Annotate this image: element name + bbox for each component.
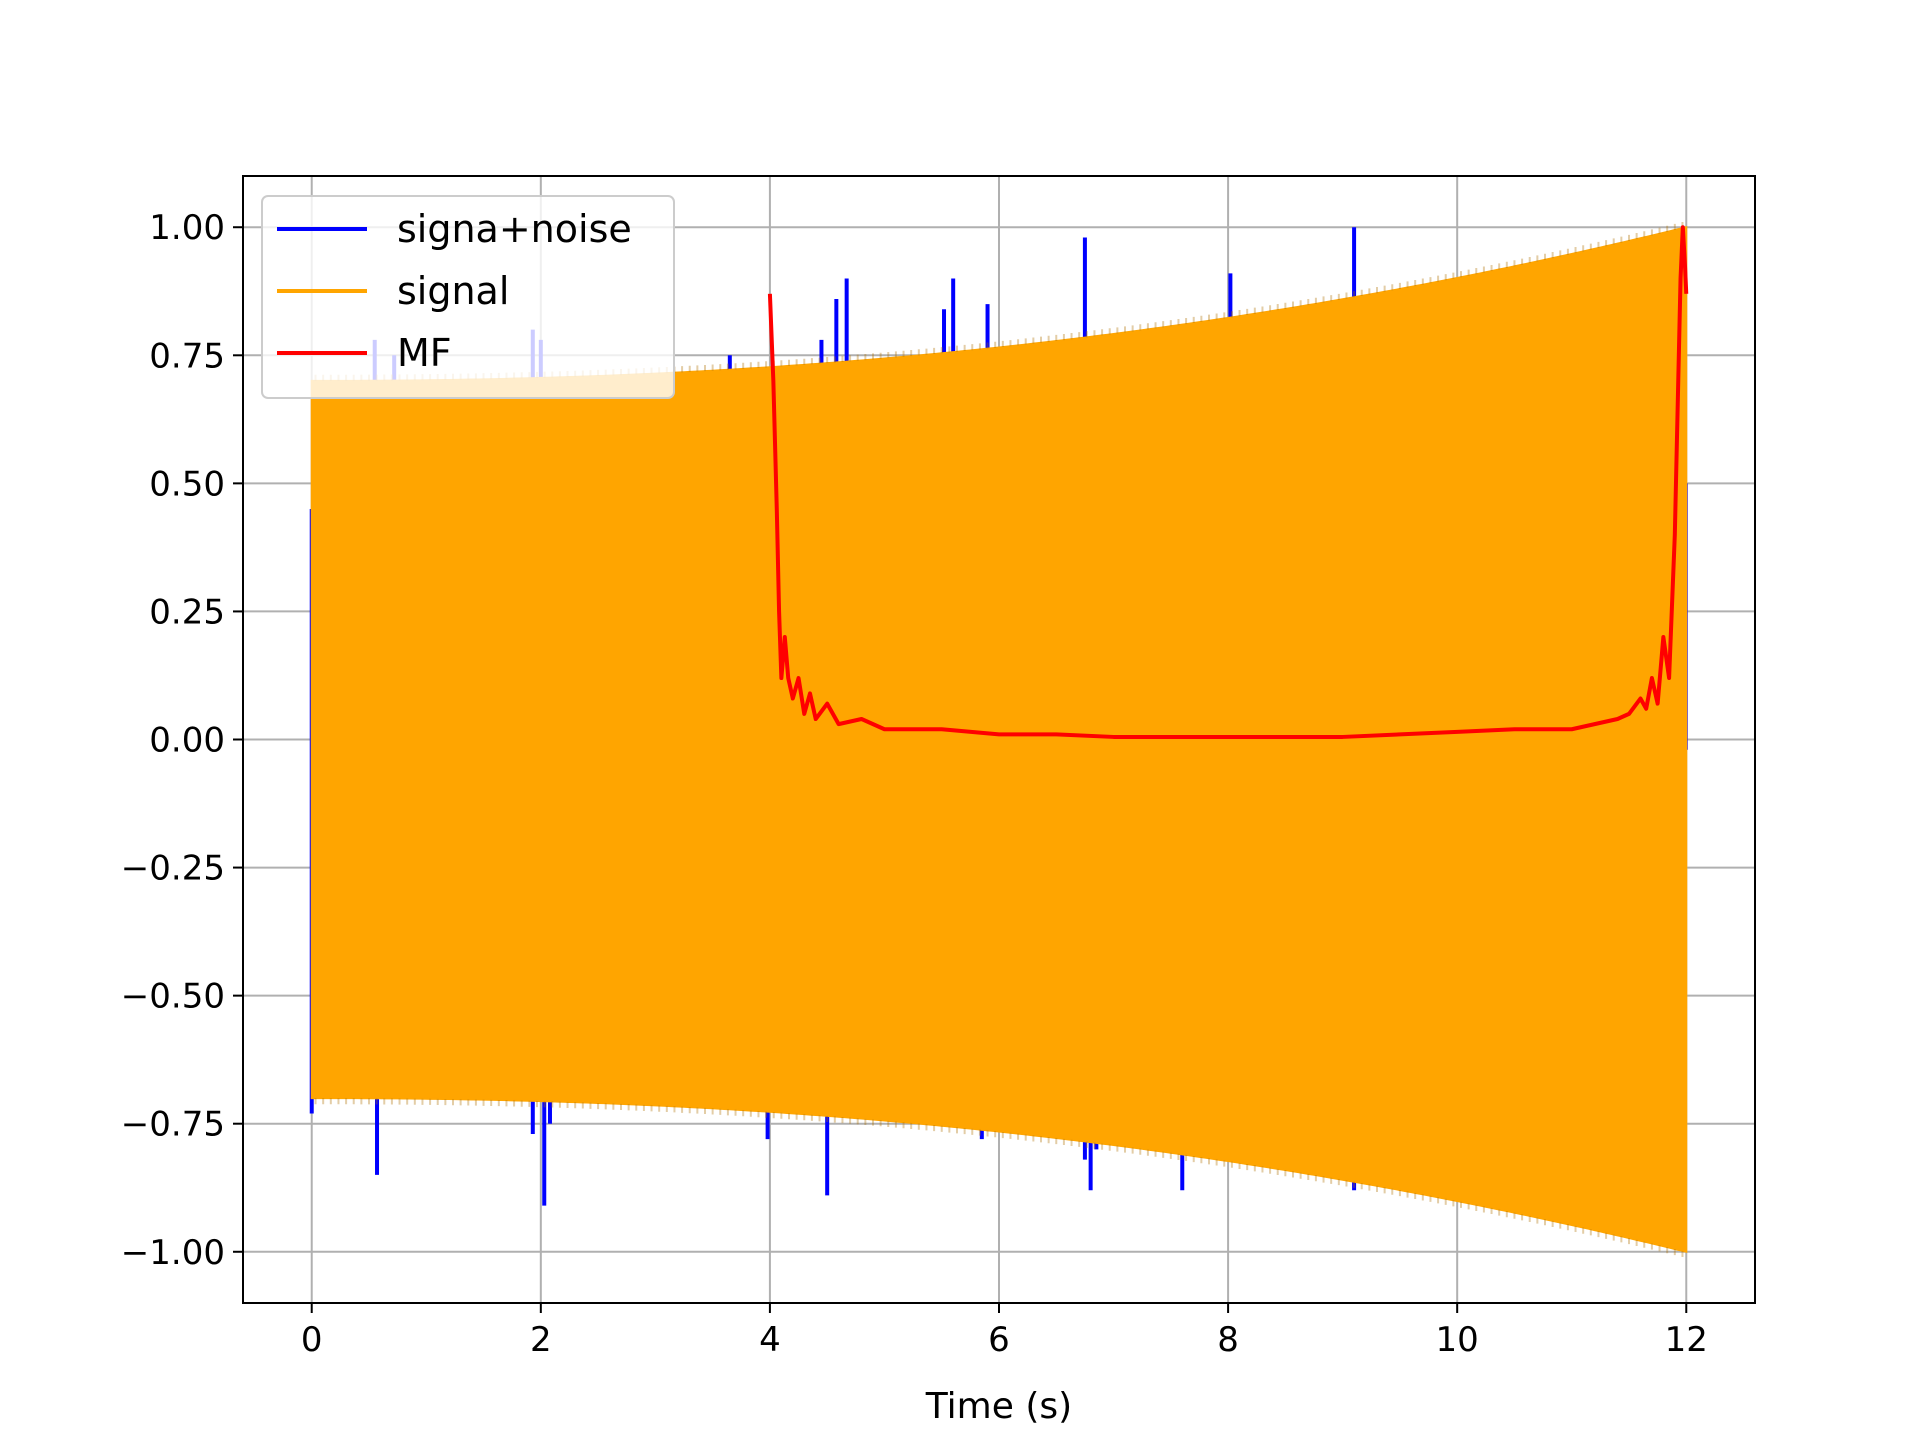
series-mf [767, 225, 1689, 739]
x-tick-label: 2 [530, 1320, 552, 1360]
ticks: 0 2 4 6 8 10 12 1.00 0.75 0.50 0.25 0.00 −0.25 −0.50 −… [121, 208, 1708, 1360]
x-tick-label: 6 [988, 1320, 1010, 1360]
y-tick-label: −0.50 [121, 977, 225, 1017]
y-tick-label: 0.25 [149, 592, 225, 632]
y-tick-label: 1.00 [149, 208, 225, 248]
x-tick-label: 4 [759, 1320, 781, 1360]
y-tick-label: −0.75 [121, 1105, 225, 1145]
series-layer [309, 222, 1689, 1257]
legend-entry-label: signa+noise [397, 207, 632, 251]
y-tick-label: −1.00 [121, 1233, 225, 1273]
y-tick-label: 0.00 [149, 721, 225, 761]
x-axis-label: Time (s) [925, 1386, 1072, 1427]
legend-entry-label: MF [397, 331, 452, 375]
y-tick-label: −0.25 [121, 849, 225, 889]
x-tick-label: 10 [1436, 1320, 1479, 1360]
x-tick-label: 8 [1217, 1320, 1239, 1360]
x-tick-label: 0 [301, 1320, 323, 1360]
mf-line [767, 225, 1689, 739]
y-tick-label: 0.75 [149, 336, 225, 376]
legend-entry-label: signal [397, 269, 509, 313]
legend: signa+noise signal MF [261, 195, 675, 399]
y-tick-label: 0.50 [149, 464, 225, 504]
legend-box [261, 195, 675, 399]
x-tick-label: 12 [1665, 1320, 1708, 1360]
